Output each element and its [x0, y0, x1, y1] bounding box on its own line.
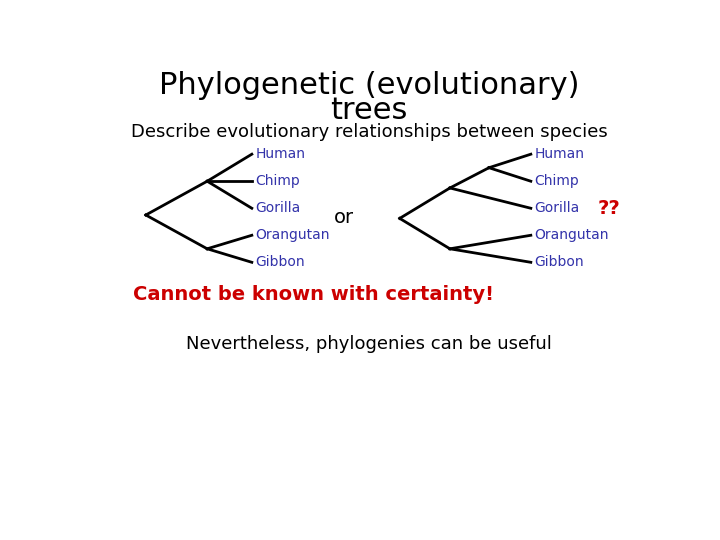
Text: Gibbon: Gibbon [256, 255, 305, 269]
Text: Gorilla: Gorilla [535, 201, 580, 215]
Text: ??: ?? [598, 199, 621, 218]
Text: Human: Human [256, 147, 306, 161]
Text: Gibbon: Gibbon [535, 255, 585, 269]
Text: Describe evolutionary relationships between species: Describe evolutionary relationships betw… [130, 123, 608, 141]
Text: Human: Human [535, 147, 585, 161]
Text: Orangutan: Orangutan [535, 228, 609, 242]
Text: Nevertheless, phylogenies can be useful: Nevertheless, phylogenies can be useful [186, 335, 552, 353]
Text: Gorilla: Gorilla [256, 201, 301, 215]
Text: Cannot be known with certainty!: Cannot be known with certainty! [132, 285, 494, 304]
Text: or: or [334, 208, 354, 227]
Text: Chimp: Chimp [256, 174, 300, 188]
Text: Orangutan: Orangutan [256, 228, 330, 242]
Text: Phylogenetic (evolutionary): Phylogenetic (evolutionary) [158, 71, 580, 100]
Text: Chimp: Chimp [535, 174, 580, 188]
Text: trees: trees [330, 96, 408, 125]
